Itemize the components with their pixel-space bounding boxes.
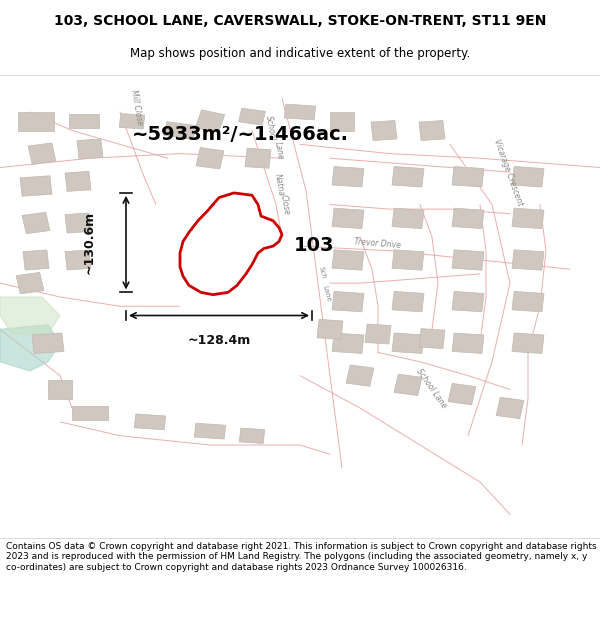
Text: Vicarage Crescent: Vicarage Crescent bbox=[492, 138, 524, 206]
Bar bbox=[239, 108, 265, 125]
Bar bbox=[194, 423, 226, 439]
Bar bbox=[512, 333, 544, 354]
Bar bbox=[245, 148, 271, 168]
Text: Contains OS data © Crown copyright and database right 2021. This information is : Contains OS data © Crown copyright and d… bbox=[6, 542, 596, 572]
Text: ~128.4m: ~128.4m bbox=[187, 334, 251, 347]
Bar bbox=[239, 428, 265, 444]
Bar bbox=[77, 139, 103, 159]
Bar bbox=[512, 166, 544, 187]
Bar bbox=[392, 166, 424, 187]
Bar bbox=[452, 333, 484, 354]
Bar bbox=[346, 365, 374, 386]
Bar bbox=[512, 291, 544, 312]
Bar bbox=[119, 114, 145, 129]
Bar bbox=[452, 166, 484, 187]
Bar bbox=[20, 176, 52, 196]
Bar bbox=[448, 383, 476, 405]
Text: ~5933m²/~1.466ac.: ~5933m²/~1.466ac. bbox=[132, 125, 349, 144]
Polygon shape bbox=[0, 297, 60, 334]
Bar bbox=[332, 291, 364, 312]
Bar bbox=[196, 148, 224, 169]
Bar bbox=[23, 250, 49, 270]
Bar bbox=[196, 110, 224, 132]
Text: Close: Close bbox=[279, 194, 292, 216]
Text: School: School bbox=[264, 115, 277, 142]
Bar bbox=[28, 143, 56, 164]
Bar bbox=[48, 380, 72, 399]
Bar bbox=[65, 171, 91, 191]
Text: ~130.6m: ~130.6m bbox=[83, 211, 96, 274]
Bar bbox=[65, 250, 91, 270]
Text: Map shows position and indicative extent of the property.: Map shows position and indicative extent… bbox=[130, 48, 470, 61]
Bar bbox=[512, 250, 544, 270]
Text: Mill Close: Mill Close bbox=[129, 88, 144, 126]
Polygon shape bbox=[0, 325, 60, 371]
Bar bbox=[16, 272, 44, 294]
Bar bbox=[332, 166, 364, 187]
Bar bbox=[72, 406, 108, 419]
Bar bbox=[496, 398, 524, 419]
Text: Lane: Lane bbox=[321, 285, 331, 302]
Bar bbox=[419, 121, 445, 141]
Bar bbox=[18, 112, 54, 131]
Bar bbox=[330, 112, 354, 131]
Bar bbox=[392, 208, 424, 229]
Bar bbox=[452, 208, 484, 229]
Bar bbox=[69, 114, 99, 128]
Bar bbox=[512, 208, 544, 229]
Bar bbox=[65, 213, 91, 233]
Bar bbox=[392, 291, 424, 312]
Text: Natna: Natna bbox=[273, 173, 286, 198]
Bar bbox=[164, 122, 196, 139]
Bar bbox=[392, 250, 424, 270]
Bar bbox=[32, 333, 64, 354]
Text: 103, SCHOOL LANE, CAVERSWALL, STOKE-ON-TRENT, ST11 9EN: 103, SCHOOL LANE, CAVERSWALL, STOKE-ON-T… bbox=[54, 14, 546, 28]
Bar bbox=[394, 374, 422, 396]
Bar bbox=[332, 250, 364, 270]
Text: Trevor Drive: Trevor Drive bbox=[354, 238, 401, 251]
Bar bbox=[452, 250, 484, 270]
Text: School Lane: School Lane bbox=[414, 367, 448, 410]
Bar bbox=[365, 324, 391, 344]
Bar bbox=[452, 291, 484, 312]
Bar bbox=[332, 333, 364, 354]
Bar bbox=[22, 213, 50, 234]
Bar bbox=[392, 333, 424, 354]
Bar bbox=[419, 329, 445, 349]
Bar bbox=[332, 208, 364, 229]
Text: 103: 103 bbox=[294, 236, 335, 255]
Bar bbox=[134, 414, 166, 430]
Text: Sch: Sch bbox=[318, 266, 327, 279]
Text: Lane: Lane bbox=[273, 141, 285, 160]
Bar bbox=[317, 319, 343, 339]
Bar bbox=[284, 104, 316, 120]
Bar bbox=[371, 121, 397, 141]
